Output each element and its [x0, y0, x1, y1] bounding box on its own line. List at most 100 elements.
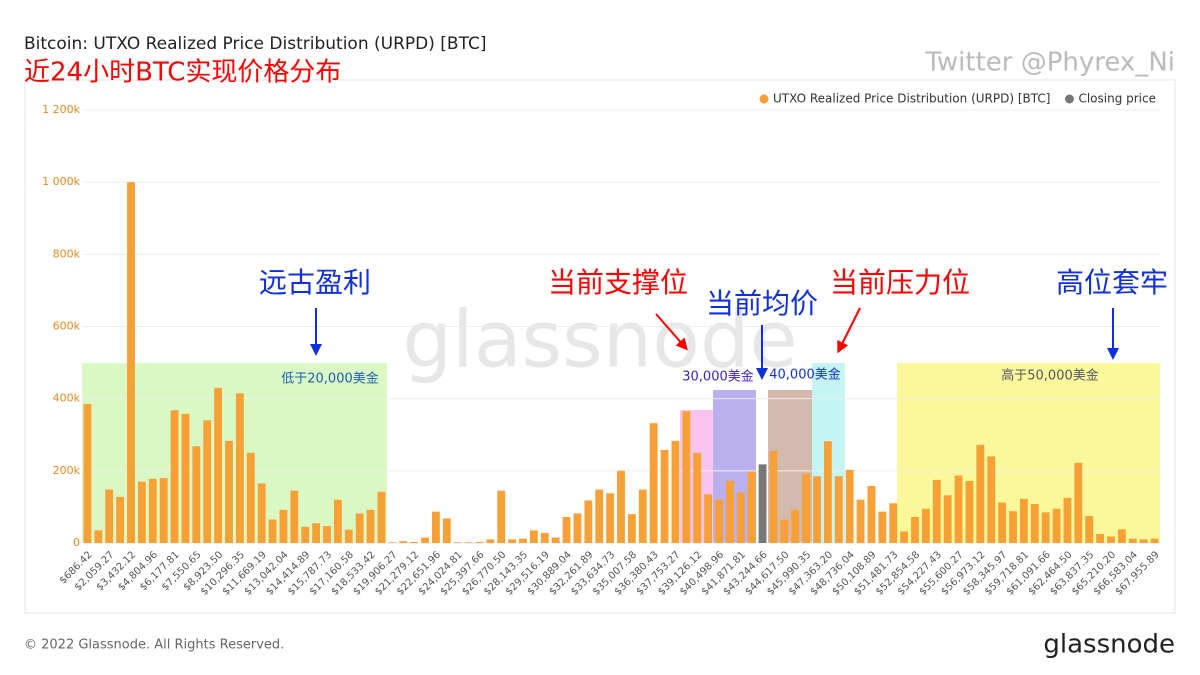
- bar: [932, 479, 941, 543]
- bar: [1052, 508, 1061, 543]
- annotation: 当前压力位: [830, 266, 970, 299]
- bar: [1128, 538, 1137, 543]
- bar: [693, 452, 702, 543]
- bar: [704, 494, 713, 543]
- bar: [290, 490, 299, 543]
- bar: [1096, 533, 1105, 543]
- bar: [170, 410, 179, 543]
- bar: [769, 450, 778, 543]
- bar: [268, 519, 277, 543]
- bar: [747, 471, 756, 543]
- bar: [159, 478, 168, 543]
- bar: [333, 499, 342, 543]
- bar: [1009, 511, 1017, 543]
- bar: [257, 483, 266, 543]
- y-tick-label: 600k: [53, 320, 81, 333]
- bar: [453, 542, 462, 543]
- legend-label: UTXO Realized Price Distribution (URPD) …: [773, 92, 1050, 106]
- bar: [421, 537, 429, 543]
- y-tick-label: 1 000k: [42, 175, 80, 188]
- bar: [627, 514, 636, 543]
- bar: [246, 452, 255, 543]
- annotation: 远古盈利: [259, 266, 371, 299]
- watermark: glassnode: [403, 295, 798, 385]
- bar: [431, 511, 440, 543]
- bar: [519, 538, 527, 543]
- bar: [1019, 498, 1028, 543]
- bar: [203, 420, 212, 543]
- legend-label: Closing price: [1078, 92, 1156, 106]
- bar: [312, 523, 321, 543]
- bar: [366, 509, 375, 543]
- bar: [355, 513, 364, 543]
- bar: [813, 476, 821, 543]
- bar: [638, 489, 647, 543]
- bar: [377, 491, 386, 543]
- region-label: 30,000美金: [682, 369, 754, 385]
- bar: [889, 503, 898, 543]
- legend-swatch: [1064, 94, 1074, 104]
- bar: [1139, 539, 1148, 543]
- bar: [780, 519, 789, 543]
- bar: [225, 440, 233, 543]
- bar: [1063, 497, 1072, 543]
- bar: [127, 182, 135, 543]
- bar: [508, 539, 517, 543]
- bar: [442, 518, 451, 543]
- bar: [540, 532, 549, 543]
- region-label: 40,000美金: [769, 367, 841, 383]
- bar: [192, 446, 201, 543]
- bar: [486, 539, 495, 543]
- annotation: 高位套牢: [1056, 266, 1168, 299]
- arrows: [310, 307, 1119, 380]
- bar: [1041, 512, 1050, 543]
- bar: [148, 478, 157, 543]
- bar: [1085, 515, 1094, 543]
- bar: [116, 496, 125, 543]
- bar: [497, 490, 506, 543]
- plot-frame: [24, 79, 1176, 614]
- bar: [573, 513, 582, 543]
- bar: [823, 441, 832, 543]
- bar: [214, 387, 223, 543]
- bar: [562, 517, 571, 543]
- y-tick-label: 800k: [53, 247, 81, 260]
- bar: [911, 517, 919, 543]
- bar: [1117, 529, 1126, 543]
- y-tick-label: 200k: [53, 464, 81, 477]
- bar: [410, 541, 419, 543]
- bar: [94, 530, 103, 543]
- annotation: 当前支撑位: [548, 266, 688, 299]
- bar: [323, 526, 331, 543]
- bar: [791, 509, 800, 543]
- bar: [921, 508, 930, 543]
- footer: © 2022 Glassnode. All Rights Reserved.: [24, 638, 284, 653]
- bar: [301, 526, 310, 543]
- bar: [998, 502, 1007, 543]
- bar: [976, 444, 985, 543]
- bar: [235, 393, 244, 543]
- bar: [856, 499, 865, 543]
- subtitle: 近24小时BTC实现价格分布: [24, 58, 341, 88]
- bar: [1074, 462, 1083, 543]
- bar: [834, 476, 843, 543]
- bar: [399, 541, 408, 543]
- annotation: 当前均价: [706, 287, 818, 320]
- bar: [137, 481, 146, 543]
- bar: [867, 485, 876, 543]
- arrow: [655, 313, 688, 351]
- region: [897, 363, 1160, 543]
- bar: [1030, 504, 1039, 543]
- legend-swatch: [759, 94, 769, 104]
- bar: [475, 541, 484, 543]
- bar: [671, 440, 680, 543]
- bar: [105, 489, 114, 543]
- bar: [715, 499, 723, 543]
- bar: [660, 449, 669, 543]
- bar: [725, 480, 734, 543]
- bar: [83, 404, 92, 543]
- y-tick-label: 400k: [53, 392, 81, 405]
- bar: [943, 495, 952, 543]
- region-label: 高于50,000美金: [1001, 368, 1099, 384]
